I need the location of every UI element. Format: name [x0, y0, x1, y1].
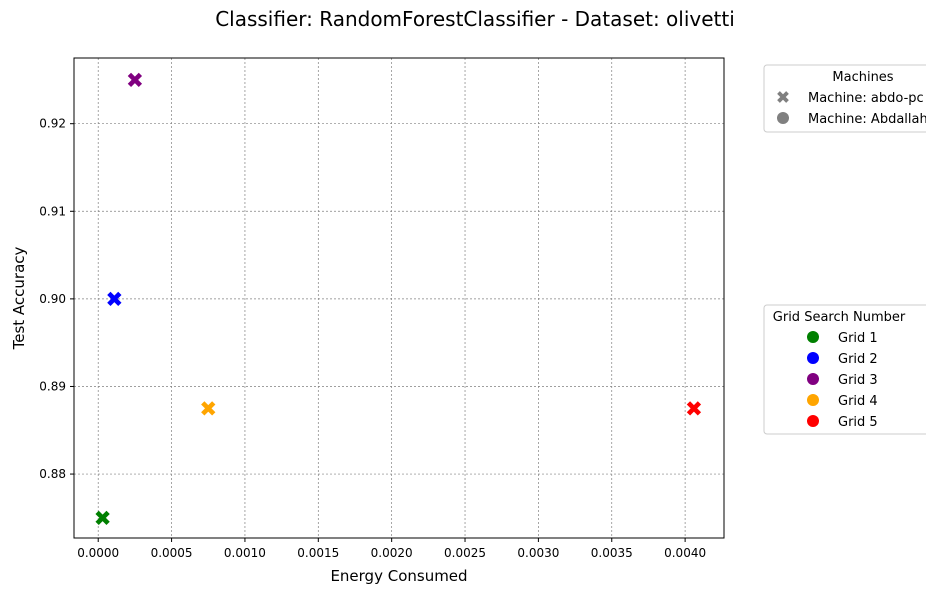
x-tick-label: 0.0005	[151, 546, 193, 560]
grid-legend-label: Grid 4	[838, 394, 878, 409]
grid-legend-label: Grid 1	[838, 331, 878, 346]
x-axis-label: Energy Consumed	[330, 567, 467, 585]
data-points	[95, 72, 702, 526]
x-tick-label: 0.0025	[444, 546, 486, 560]
machines-legend-label: Machine: Abdallah-PC	[808, 112, 926, 127]
machines-legend-title: Machines	[832, 70, 893, 85]
x-axis-ticks: 0.0000 0.0005 0.0010 0.0015 0.0020 0.0025 0.00…	[77, 538, 706, 560]
y-tick-label: 0.92	[39, 117, 66, 131]
y-axis-label: Test Accuracy	[10, 246, 28, 350]
chart-title: Classifier: RandomForestClassifier - Dat…	[215, 7, 735, 31]
y-axis-ticks: 0.88 0.89 0.90 0.91 0.92	[39, 117, 74, 481]
data-point-grid-2	[107, 291, 122, 307]
legend-marker-circle-icon	[807, 415, 819, 427]
data-point-grid-5	[686, 401, 702, 416]
machines-legend-label: Machine: abdo-pc	[808, 91, 924, 106]
x-tick-label: 0.0030	[517, 546, 559, 560]
legend-marker-x-icon	[777, 91, 789, 103]
grid-search-legend: Grid Search Number Grid 1 Grid 2 Grid 3 Gri…	[763, 304, 926, 435]
x-tick-label: 0.0015	[297, 546, 339, 560]
legend-marker-circle-icon	[807, 373, 819, 385]
data-point-grid-4	[201, 401, 216, 416]
legend-marker-circle-icon	[807, 352, 819, 364]
grid-legend-label: Grid 3	[838, 373, 878, 388]
data-point-grid-1	[95, 510, 110, 526]
grid-legend-label: Grid 2	[838, 352, 878, 367]
legend-marker-circle-icon	[777, 112, 789, 124]
grid-legend-label: Grid 5	[838, 415, 878, 430]
machines-legend-box	[763, 64, 926, 133]
machines-legend: Machines Machine: abdo-pc Machine: Abdall…	[763, 64, 926, 133]
y-tick-label: 0.88	[39, 467, 66, 481]
x-tick-label: 0.0000	[77, 546, 119, 560]
x-tick-label: 0.0040	[664, 546, 706, 560]
legend-marker-circle-icon	[807, 331, 819, 343]
y-tick-label: 0.91	[39, 204, 66, 218]
grid-legend-title: Grid Search Number	[773, 310, 906, 325]
x-tick-label: 0.0020	[371, 546, 413, 560]
grid-legend-box	[763, 304, 926, 435]
grid-lines	[74, 58, 724, 538]
data-point-grid-3	[127, 72, 143, 88]
x-tick-label: 0.0010	[224, 546, 266, 560]
plot-area-frame	[73, 57, 725, 539]
y-tick-label: 0.90	[39, 292, 66, 306]
y-tick-label: 0.89	[39, 379, 66, 393]
x-tick-label: 0.0035	[591, 546, 633, 560]
legend-marker-circle-icon	[807, 394, 819, 406]
